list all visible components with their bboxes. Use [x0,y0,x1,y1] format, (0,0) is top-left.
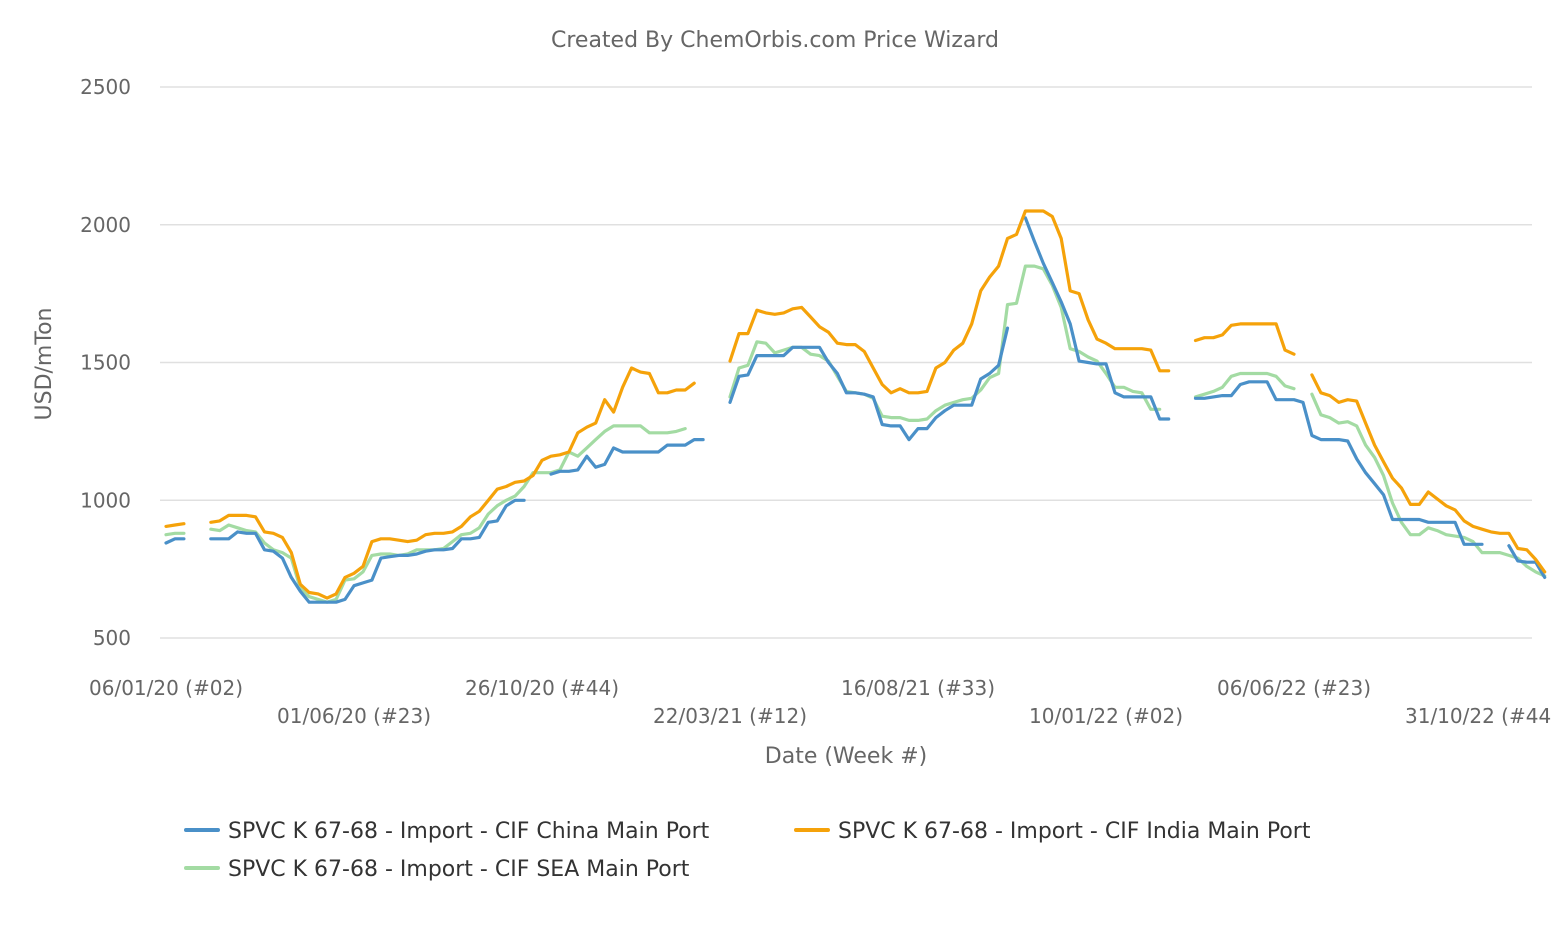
legend-label-china: SPVC K 67-68 - Import - CIF China Main P… [228,819,710,844]
series-1 [164,209,1547,600]
y-axis-ticks: 500 1000 1500 2000 2500 [80,75,131,650]
x-tick-label: 16/08/21 (#33) [841,676,995,700]
series-line-segment [164,537,186,545]
x-tick-label: 31/10/22 (#44) [1405,704,1552,728]
x-axis-ticks: 06/01/20 (#02) 01/06/20 (#23) 26/10/20 (#4… [89,676,1552,728]
y-tick-label: 1500 [80,351,131,375]
series-line-segment [209,366,696,600]
y-axis-title: USD/mTon [32,308,57,421]
x-axis-title: Date (Week #) [765,744,927,769]
y-tick-label: 2500 [80,75,131,99]
x-tick-label: 26/10/20 (#44) [465,676,619,700]
x-tick-label: 06/01/20 (#02) [89,676,243,700]
legend-label-india: SPVC K 67-68 - Import - CIF India Main P… [838,819,1311,844]
series-line-segment [1310,392,1547,578]
series-line-segment [549,438,705,476]
series-line-segment [1193,322,1296,356]
series-0 [164,216,1547,604]
series-line-segment [1193,380,1484,546]
legend-item-india[interactable]: SPVC K 67-68 - Import - CIF India Main P… [794,819,1311,844]
series-line-segment [1023,216,1171,421]
y-tick-label: 2000 [80,213,131,237]
chart-title: Created By ChemOrbis.com Price Wizard [551,28,999,53]
series-line-segment [728,209,1171,395]
series-line-segment [1507,544,1547,580]
series-line-segment [728,326,1010,442]
series-line-segment [209,424,687,604]
grid [160,86,1532,639]
y-tick-label: 500 [93,626,131,650]
series-line-segment [209,498,526,604]
y-tick-label: 1000 [80,488,131,512]
legend-item-china[interactable]: SPVC K 67-68 - Import - CIF China Main P… [184,819,710,844]
x-tick-label: 10/01/22 (#02) [1029,704,1183,728]
series-line-segment [164,522,186,529]
legend-item-sea[interactable]: SPVC K 67-68 - Import - CIF SEA Main Por… [184,857,690,882]
series-lines [164,209,1547,604]
x-tick-label: 22/03/21 (#12) [653,704,807,728]
legend-label-sea: SPVC K 67-68 - Import - CIF SEA Main Por… [228,857,690,882]
series-line-segment [1310,373,1547,574]
x-tick-label: 06/06/22 (#23) [1217,676,1371,700]
series-line-segment [728,264,1162,422]
legend: SPVC K 67-68 - Import - CIF China Main P… [184,819,1311,882]
x-tick-label: 01/06/20 (#23) [277,704,431,728]
series-line-segment [1193,371,1296,399]
series-2 [164,264,1547,604]
series-line-segment [164,531,186,537]
